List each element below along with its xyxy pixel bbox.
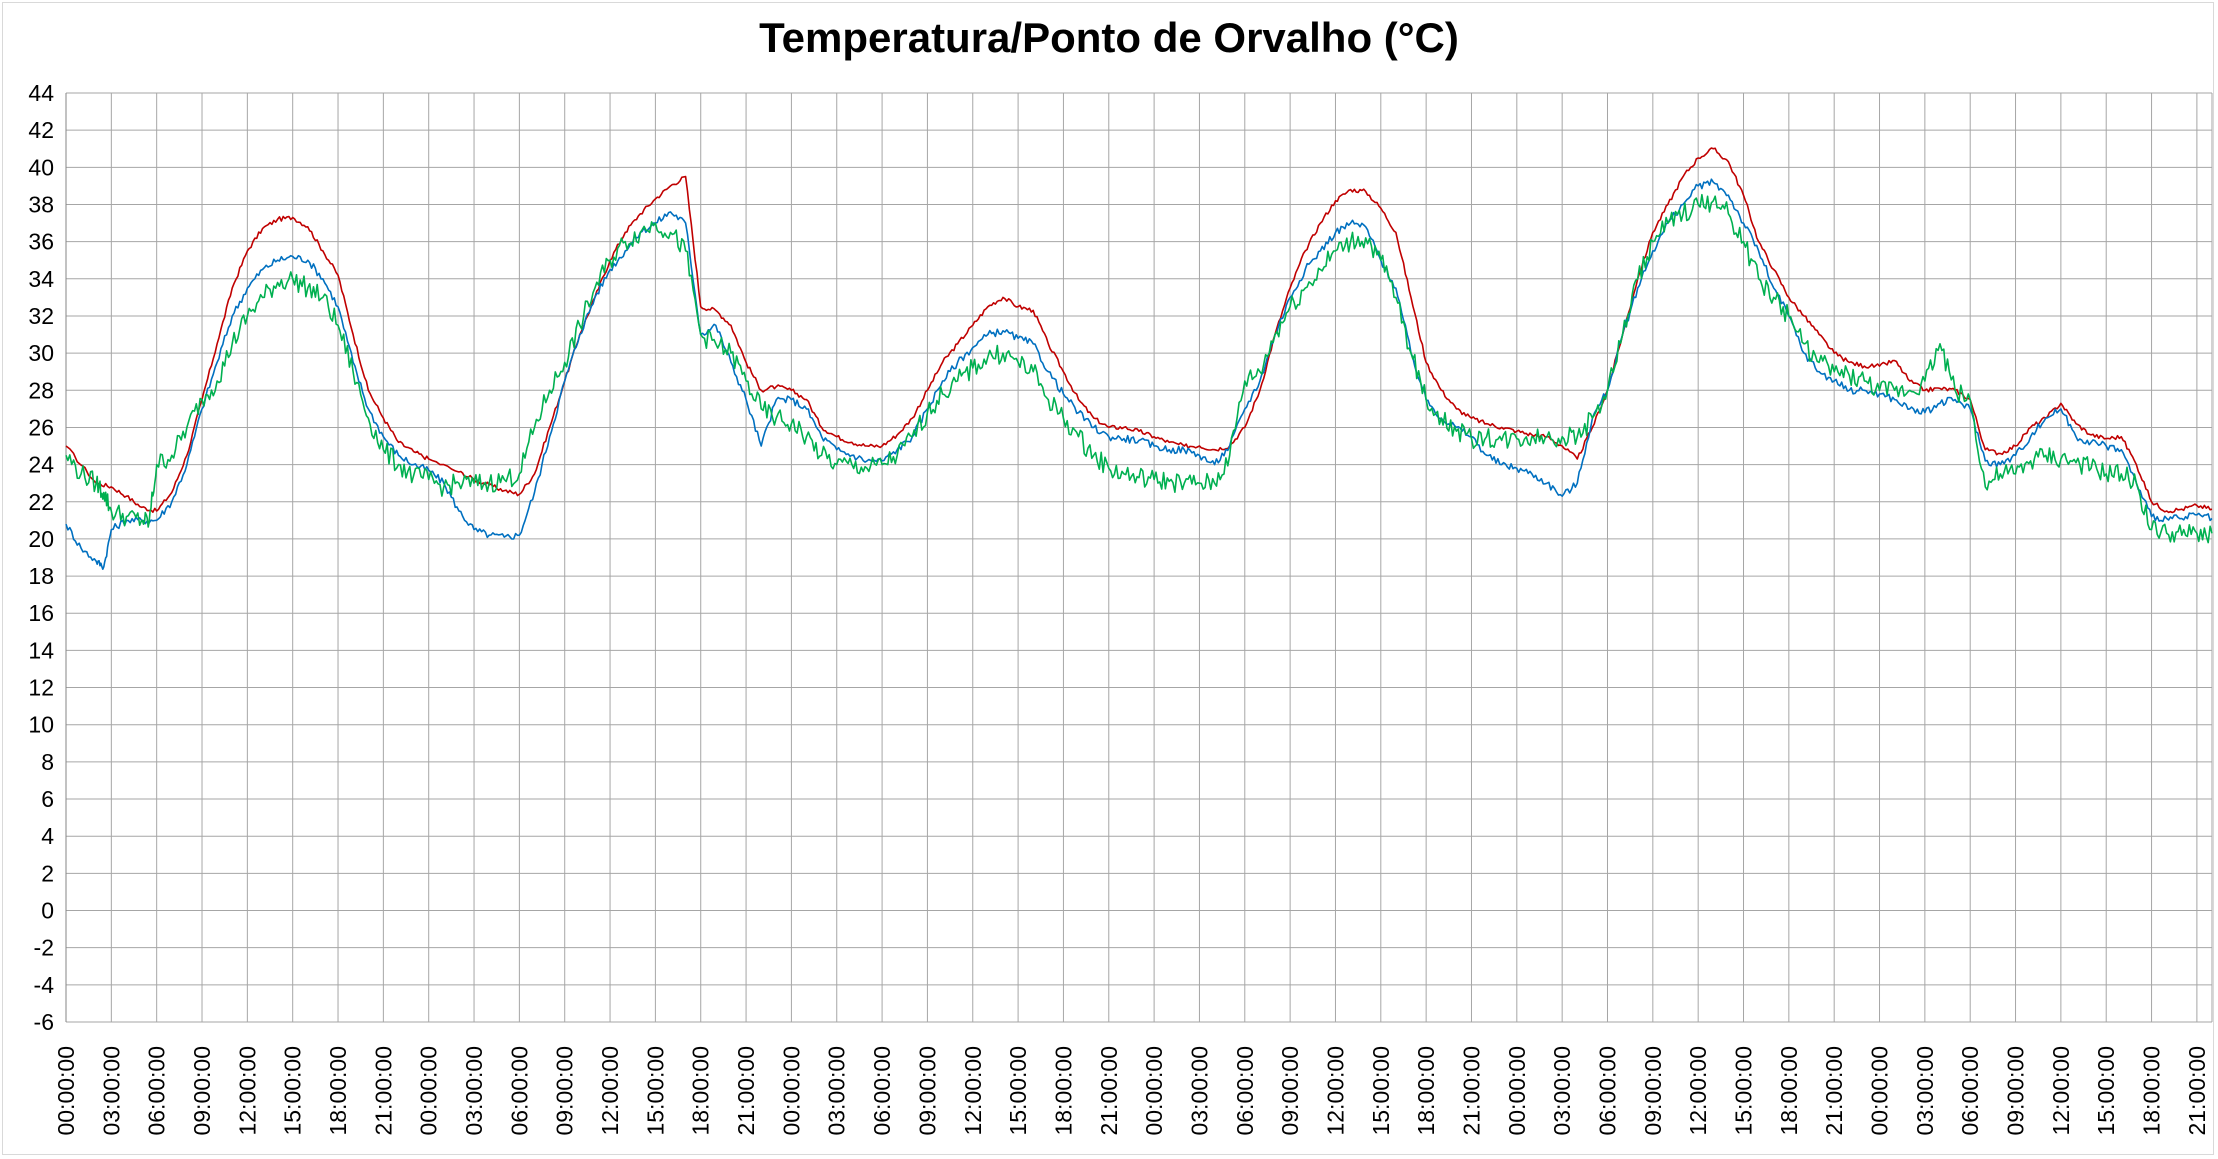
x-tick-label: 12:00:00 xyxy=(2048,1046,2074,1136)
x-tick-label: 21:00:00 xyxy=(1096,1046,1122,1136)
x-tick-label: 09:00:00 xyxy=(914,1046,940,1136)
series-layer xyxy=(65,147,2213,570)
x-tick-label: 03:00:00 xyxy=(98,1046,124,1136)
y-tick-label: 26 xyxy=(28,414,54,440)
x-tick-label: 21:00:00 xyxy=(733,1046,759,1136)
x-tick-label: 12:00:00 xyxy=(1322,1046,1348,1136)
y-tick-label: -4 xyxy=(34,972,55,998)
y-tick-label: 30 xyxy=(28,340,54,366)
x-tick-label: 09:00:00 xyxy=(552,1046,578,1136)
x-tick-label: 18:00:00 xyxy=(325,1046,351,1136)
x-tick-label: 06:00:00 xyxy=(1957,1046,1983,1136)
x-tick-label: 09:00:00 xyxy=(2003,1046,2029,1136)
y-tick-label: 16 xyxy=(28,600,54,626)
y-axis: -6-4-20246810121416182022242628303234363… xyxy=(28,80,54,1035)
y-tick-label: 20 xyxy=(28,526,54,552)
y-tick-label: 42 xyxy=(28,117,54,143)
y-tick-label: 22 xyxy=(28,489,54,515)
x-tick-label: 21:00:00 xyxy=(2184,1046,2210,1136)
x-tick-label: 00:00:00 xyxy=(1141,1046,1167,1136)
x-tick-label: 09:00:00 xyxy=(1640,1046,1666,1136)
x-tick-label: 03:00:00 xyxy=(824,1046,850,1136)
y-tick-label: 10 xyxy=(28,712,54,738)
x-tick-label: 18:00:00 xyxy=(2139,1046,2165,1136)
x-tick-label: 18:00:00 xyxy=(1413,1046,1439,1136)
x-tick-label: 21:00:00 xyxy=(1821,1046,1847,1136)
x-tick-label: 09:00:00 xyxy=(1277,1046,1303,1136)
y-tick-label: 34 xyxy=(28,266,54,292)
x-tick-label: 00:00:00 xyxy=(1867,1046,1893,1136)
x-tick-label: 21:00:00 xyxy=(1458,1046,1484,1136)
y-tick-label: 38 xyxy=(28,191,54,217)
y-tick-label: 14 xyxy=(28,637,54,663)
y-tick-label: 36 xyxy=(28,229,54,255)
chart-title: Temperatura/Ponto de Orvalho (°C) xyxy=(759,14,1459,61)
x-tick-label: 12:00:00 xyxy=(597,1046,623,1136)
x-tick-label: 06:00:00 xyxy=(144,1046,170,1136)
x-tick-label: 09:00:00 xyxy=(189,1046,215,1136)
y-tick-label: 44 xyxy=(28,80,54,106)
x-tick-label: 15:00:00 xyxy=(280,1046,306,1136)
x-tick-label: 00:00:00 xyxy=(1504,1046,1530,1136)
x-tick-label: 15:00:00 xyxy=(1005,1046,1031,1136)
x-tick-label: 12:00:00 xyxy=(960,1046,986,1136)
y-tick-label: 0 xyxy=(41,898,54,924)
x-axis: 00:00:00 03:00:00 06:00:00 09:00:00 12:00:00… xyxy=(53,1046,2210,1136)
x-tick-label: 00:00:00 xyxy=(53,1046,79,1136)
series-line-2 xyxy=(65,178,2213,570)
y-tick-label: 6 xyxy=(41,786,54,812)
y-tick-label: 12 xyxy=(28,675,54,701)
x-tick-label: 03:00:00 xyxy=(1549,1046,1575,1136)
series-line-1 xyxy=(65,147,2213,514)
x-tick-label: 06:00:00 xyxy=(1594,1046,1620,1136)
x-tick-label: 03:00:00 xyxy=(1912,1046,1938,1136)
y-tick-label: 40 xyxy=(28,154,54,180)
y-tick-label: 8 xyxy=(41,749,54,775)
x-tick-label: 15:00:00 xyxy=(1731,1046,1757,1136)
x-tick-label: 00:00:00 xyxy=(778,1046,804,1136)
x-tick-label: 12:00:00 xyxy=(1685,1046,1711,1136)
x-tick-label: 06:00:00 xyxy=(1232,1046,1258,1136)
x-tick-label: 06:00:00 xyxy=(869,1046,895,1136)
x-tick-label: 18:00:00 xyxy=(1050,1046,1076,1136)
x-tick-label: 18:00:00 xyxy=(1776,1046,1802,1136)
x-tick-label: 15:00:00 xyxy=(2093,1046,2119,1136)
y-tick-label: 18 xyxy=(28,563,54,589)
x-tick-label: 00:00:00 xyxy=(416,1046,442,1136)
x-tick-label: 12:00:00 xyxy=(234,1046,260,1136)
x-tick-label: 15:00:00 xyxy=(642,1046,668,1136)
x-tick-label: 03:00:00 xyxy=(1186,1046,1212,1136)
x-tick-label: 18:00:00 xyxy=(688,1046,714,1136)
y-tick-label: 4 xyxy=(41,823,54,849)
grid xyxy=(65,92,2213,1023)
x-tick-label: 06:00:00 xyxy=(506,1046,532,1136)
x-tick-label: 03:00:00 xyxy=(461,1046,487,1136)
x-tick-label: 15:00:00 xyxy=(1368,1046,1394,1136)
y-tick-label: -2 xyxy=(34,935,54,961)
y-tick-label: 24 xyxy=(28,452,54,478)
series-line-3 xyxy=(65,193,2213,544)
y-tick-label: 28 xyxy=(28,377,54,403)
y-tick-label: 32 xyxy=(28,303,54,329)
y-tick-label: -6 xyxy=(34,1009,54,1035)
x-tick-label: 21:00:00 xyxy=(370,1046,396,1136)
y-tick-label: 2 xyxy=(41,860,54,886)
